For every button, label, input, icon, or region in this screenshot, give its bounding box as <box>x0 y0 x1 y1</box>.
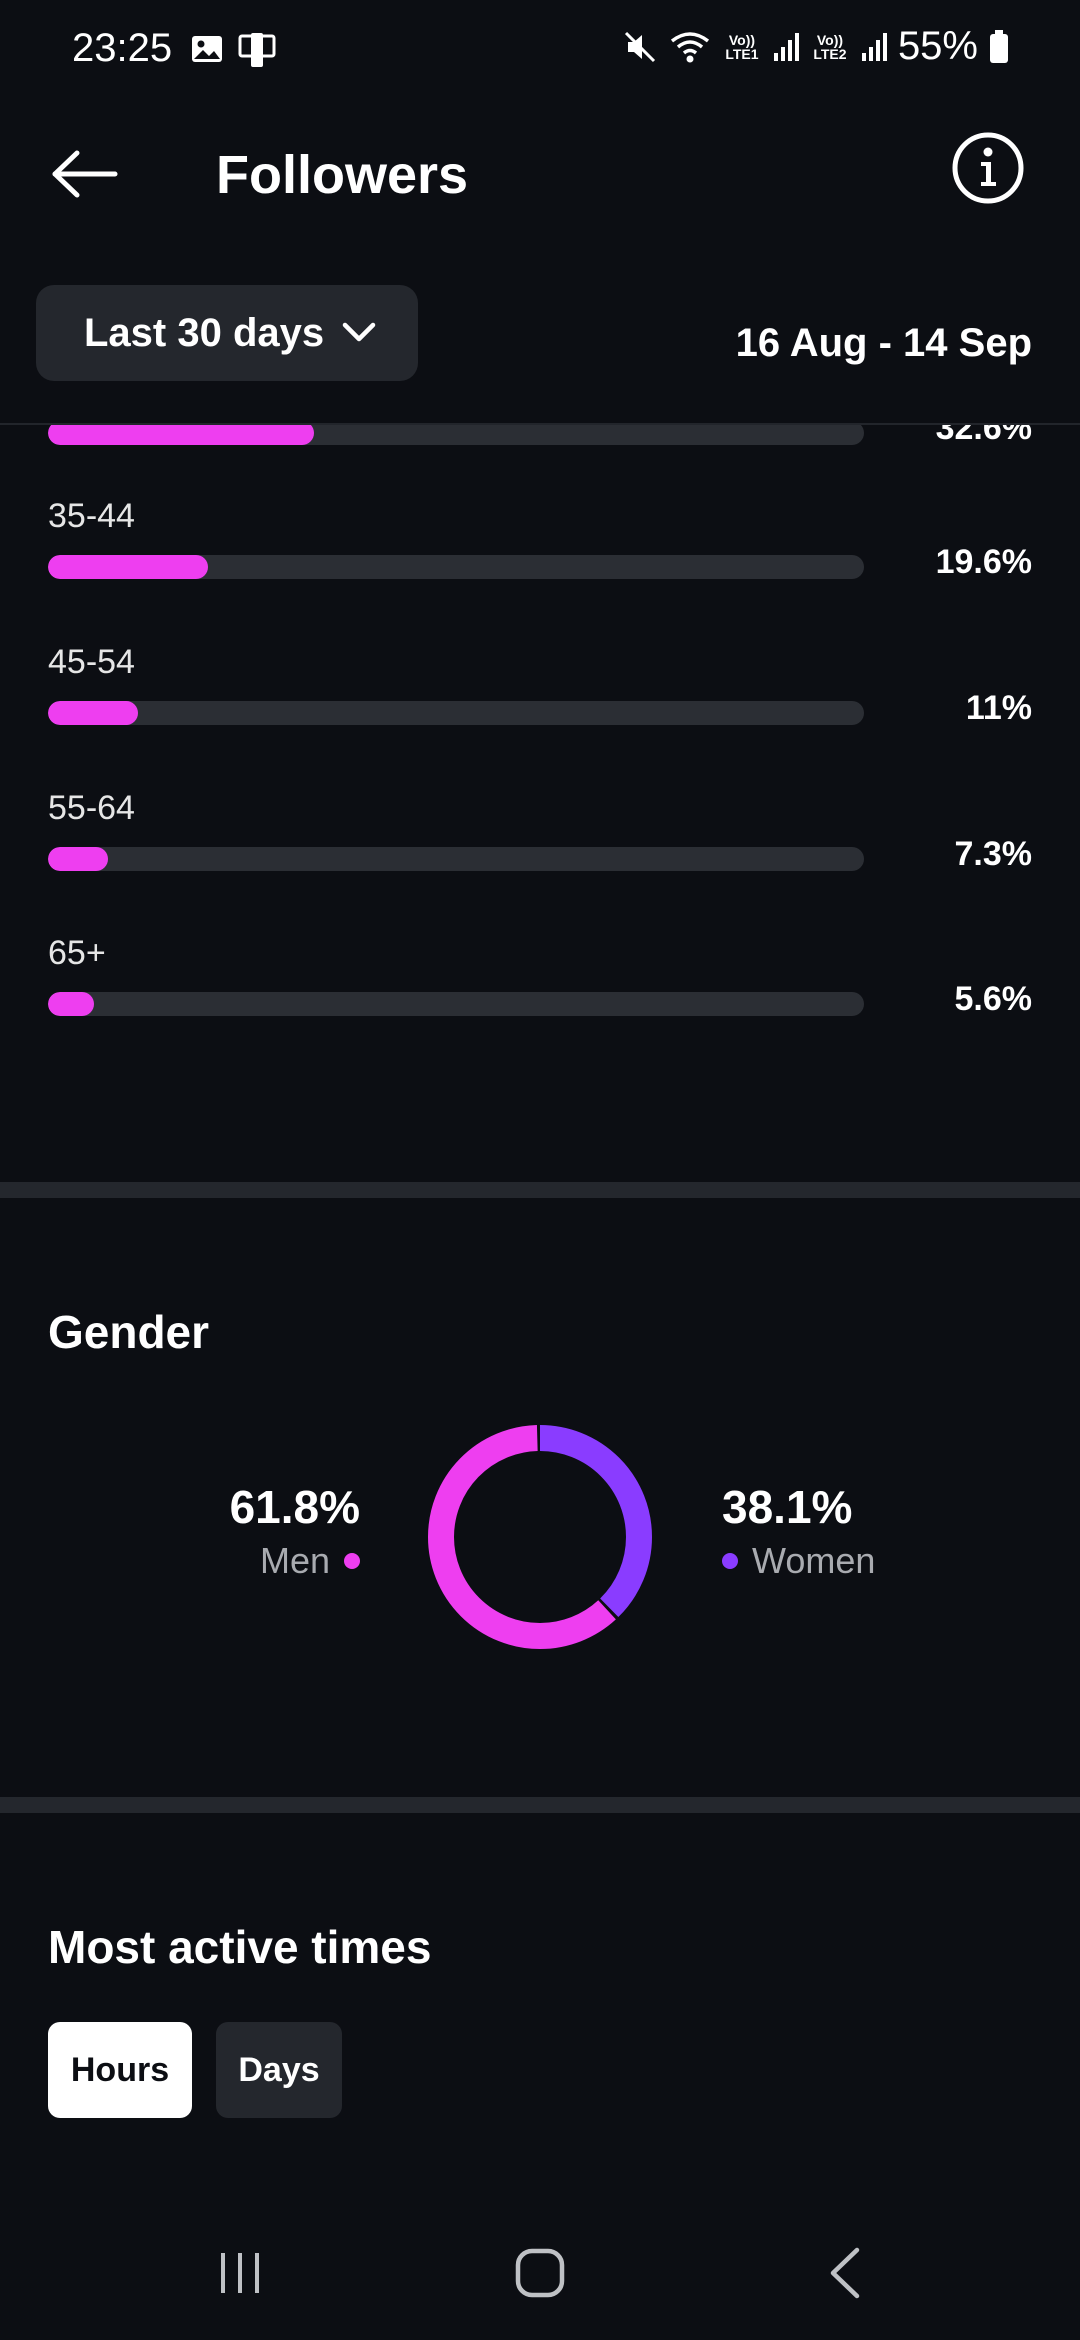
active-times-title: Most active times <box>48 1921 432 1973</box>
age-bar-fill <box>48 425 315 445</box>
men-dot <box>344 1553 360 1569</box>
days-tab[interactable]: Days <box>216 2022 342 2118</box>
section-divider <box>0 1797 1080 1813</box>
status-left-icons <box>190 32 276 68</box>
donut-women-arc <box>428 1425 652 1649</box>
men-legend: Men <box>100 1540 360 1582</box>
arrow-left-icon <box>52 150 118 198</box>
header: Followers <box>0 110 1080 270</box>
age-value: 32.6% <box>935 425 1032 447</box>
gender-title: Gender <box>48 1306 210 1358</box>
sim2-lte-label: Vo)) LTE2 <box>813 31 847 62</box>
chevron-down-icon <box>342 322 376 342</box>
age-label: 45-54 <box>48 643 135 681</box>
gender-women-block: 38.1% Women <box>722 1480 982 1582</box>
men-label: Men <box>259 1540 330 1581</box>
age-bar-track <box>48 701 864 725</box>
date-range-dropdown[interactable]: Last 30 days <box>36 285 418 381</box>
age-label: 65+ <box>48 934 106 972</box>
gender-men-block: 61.8% Men <box>100 1480 360 1582</box>
age-value: 7.3% <box>954 835 1033 873</box>
status-bar: 23:25 Vo)) LTE1 <box>0 0 1080 110</box>
age-value: 5.6% <box>954 980 1033 1018</box>
age-bar-fill <box>48 701 138 725</box>
wifi-icon <box>670 31 710 62</box>
back-nav-button[interactable] <box>805 2239 885 2307</box>
screen-mirror-icon <box>238 33 276 67</box>
age-row: 65+ 5.6% <box>0 934 1080 1034</box>
women-label: Women <box>752 1540 876 1581</box>
age-row: 25-34 32.6% <box>0 425 1080 463</box>
active-times-toggle: Hours Days <box>48 2022 342 2118</box>
age-row: 35-44 19.6% <box>0 497 1080 597</box>
battery-percent: 55% <box>897 24 978 68</box>
age-bar-track <box>48 425 864 445</box>
age-row: 55-64 7.3% <box>0 789 1080 889</box>
sim1-lte-label: Vo)) LTE1 <box>725 31 759 62</box>
age-label: 35-44 <box>48 497 135 535</box>
info-icon <box>952 132 1024 204</box>
gallery-icon <box>192 36 222 62</box>
age-bar-track <box>48 847 864 871</box>
battery-icon <box>990 29 1008 63</box>
age-bar-track <box>48 555 864 579</box>
age-value: 11% <box>965 689 1032 727</box>
date-filter-row: Last 30 days 16 Aug - 14 Sep <box>0 285 1080 425</box>
age-bar-track <box>48 992 864 1016</box>
men-percent: 61.8% <box>229 1481 360 1533</box>
status-right-icons: Vo)) LTE1 Vo)) LTE2 55% <box>622 24 1010 69</box>
recent-apps-icon <box>221 2253 259 2293</box>
age-label: 55-64 <box>48 789 135 827</box>
date-range-text: 16 Aug - 14 Sep <box>735 321 1032 365</box>
back-button[interactable] <box>44 134 124 214</box>
gender-donut-chart <box>428 1425 652 1649</box>
info-button[interactable] <box>950 130 1026 206</box>
donut-men-arc <box>428 1425 652 1649</box>
women-dot <box>722 1553 738 1569</box>
hours-tab[interactable]: Hours <box>48 2022 192 2118</box>
age-value: 19.6% <box>935 543 1032 581</box>
signal-icon-1 <box>773 32 799 61</box>
women-percent: 38.1% <box>722 1481 853 1533</box>
women-legend: Women <box>722 1540 982 1582</box>
chevron-left-icon <box>830 2247 860 2299</box>
age-bar-fill <box>48 555 208 579</box>
page-title: Followers <box>216 145 469 205</box>
date-range-label: Last 30 days <box>84 310 325 355</box>
age-row: 45-54 11% <box>0 643 1080 743</box>
age-bar-fill <box>48 847 108 871</box>
scroll-content[interactable]: 25-34 32.6% 35-44 19.6% 45-54 11% 55-64 <box>0 425 1080 2205</box>
section-divider <box>0 1182 1080 1198</box>
navigation-bar <box>0 2205 1080 2340</box>
mute-icon <box>624 31 655 62</box>
age-bar-fill <box>48 992 94 1016</box>
status-time: 23:25 <box>72 26 173 70</box>
recent-apps-button[interactable] <box>200 2239 280 2307</box>
home-icon <box>515 2248 565 2298</box>
home-button[interactable] <box>500 2239 580 2307</box>
signal-icon-2 <box>861 32 887 61</box>
